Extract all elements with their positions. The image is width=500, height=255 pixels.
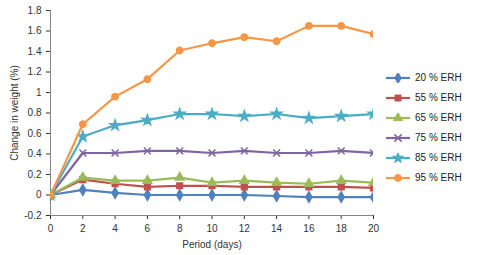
svg-text:1: 1 <box>36 87 42 98</box>
svg-text:Period (days): Period (days) <box>182 239 241 250</box>
svg-text:1.8: 1.8 <box>28 5 42 16</box>
svg-text:Change in weight (%): Change in weight (%) <box>9 65 20 161</box>
svg-text:18: 18 <box>336 223 348 234</box>
svg-text:0.4: 0.4 <box>28 148 42 159</box>
svg-text:16: 16 <box>303 223 315 234</box>
svg-text:-0.2: -0.2 <box>24 210 42 221</box>
svg-text:0: 0 <box>36 189 42 200</box>
svg-text:0.6: 0.6 <box>28 128 42 139</box>
svg-text:0.8: 0.8 <box>28 107 42 118</box>
html-text:75 % ERH: 75 % ERH <box>415 132 462 143</box>
svg-text:1.2: 1.2 <box>28 66 42 77</box>
svg-text:8: 8 <box>177 223 183 234</box>
html-text:85 % ERH: 85 % ERH <box>415 152 462 163</box>
html-text:20 % ERH: 20 % ERH <box>415 72 462 83</box>
svg-text:20: 20 <box>368 223 380 234</box>
svg-text:6: 6 <box>145 223 151 234</box>
svg-text:0.2: 0.2 <box>28 169 42 180</box>
svg-text:14: 14 <box>271 223 283 234</box>
svg-text:2: 2 <box>80 223 86 234</box>
html-text:65 % ERH: 65 % ERH <box>415 112 462 123</box>
svg-text:4: 4 <box>112 223 118 234</box>
svg-text:0: 0 <box>48 223 54 234</box>
svg-text:10: 10 <box>206 223 218 234</box>
svg-text:12: 12 <box>239 223 251 234</box>
html-text:55 % ERH: 55 % ERH <box>415 92 462 103</box>
html-text:95 % ERH: 95 % ERH <box>415 172 462 183</box>
svg-text:1.4: 1.4 <box>28 46 42 57</box>
svg-text:1.6: 1.6 <box>28 25 42 36</box>
